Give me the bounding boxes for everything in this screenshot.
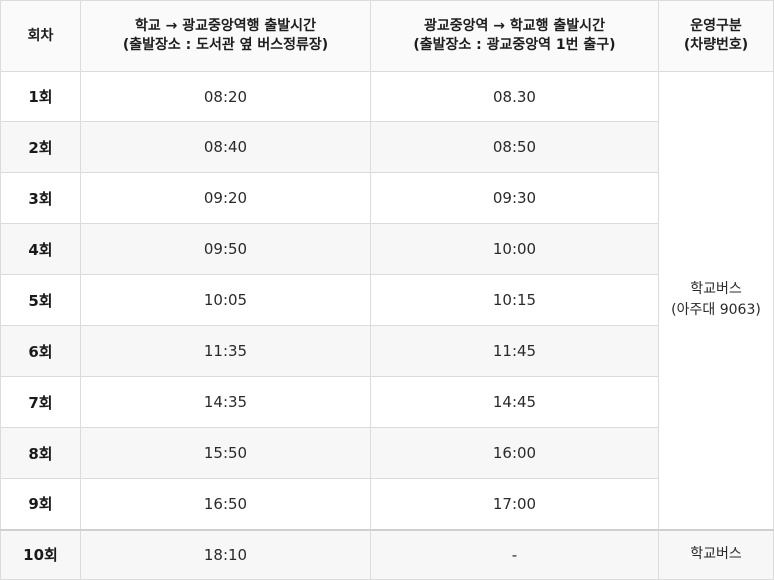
to-station-time-cell: 15:50 [80, 427, 371, 479]
table-row: 8회 15:50 16:00 [0, 427, 774, 479]
header-service-vehicle: (차량번호) [683, 37, 749, 53]
to-station-time-cell: 08:20 [80, 71, 371, 122]
to-station-time-cell: 09:20 [80, 172, 371, 224]
service-type: 학교버스 [690, 546, 742, 563]
header-service-title: 운영구분 [690, 18, 742, 34]
round-cell: 3회 [0, 172, 81, 224]
to-school-time-cell: 10:00 [370, 223, 659, 275]
to-school-time-cell: 09:30 [370, 172, 659, 224]
to-school-time-cell: 14:45 [370, 376, 659, 428]
to-school-time-cell: 17:00 [370, 478, 659, 530]
header-to-school-place: (출발장소 : 광교중앙역 1번 출구) [413, 37, 616, 53]
table-header-row: 회차 학교 → 광교중앙역행 출발시간 (출발장소 : 도서관 옆 버스정류장)… [0, 0, 774, 72]
to-station-time-cell: 11:35 [80, 325, 371, 377]
to-station-time-cell: 16:50 [80, 478, 371, 530]
to-station-time-cell: 09:50 [80, 223, 371, 275]
header-to-station: 학교 → 광교중앙역행 출발시간 (출발장소 : 도서관 옆 버스정류장) [80, 0, 371, 72]
header-to-school-title: 광교중앙역 → 학교행 출발시간 [424, 18, 605, 34]
header-round: 회차 [0, 0, 81, 72]
to-school-time-cell: 08:50 [370, 121, 659, 173]
service-group-cell: 학교버스 (아주대 9063) [658, 71, 774, 530]
header-to-station-title: 학교 → 광교중앙역행 출발시간 [135, 18, 316, 34]
header-service: 운영구분 (차량번호) [658, 0, 774, 72]
to-station-time-cell: 14:35 [80, 376, 371, 428]
table-row: 6회 11:35 11:45 [0, 325, 774, 377]
to-school-time-cell: 11:45 [370, 325, 659, 377]
round-cell: 10회 [0, 528, 81, 580]
table-row: 9회 16:50 17:00 [0, 478, 774, 530]
table-row: 4회 09:50 10:00 [0, 223, 774, 275]
to-school-time-cell: - [370, 528, 659, 580]
table-row: 1회 08:20 08.30 학교버스 (아주대 9063) [0, 71, 774, 530]
header-to-school: 광교중앙역 → 학교행 출발시간 (출발장소 : 광교중앙역 1번 출구) [370, 0, 659, 72]
round-cell: 6회 [0, 325, 81, 377]
header-to-station-place: (출발장소 : 도서관 옆 버스정류장) [122, 37, 329, 53]
table-row: 3회 09:20 09:30 [0, 172, 774, 224]
table-row: 5회 10:05 10:15 [0, 274, 774, 326]
service-group-cell: 학교버스 [658, 528, 774, 580]
round-cell: 1회 [0, 71, 81, 122]
to-station-time-cell: 10:05 [80, 274, 371, 326]
table-row: 7회 14:35 14:45 [0, 376, 774, 428]
table-row: 2회 08:40 08:50 [0, 121, 774, 173]
to-school-time-cell: 10:15 [370, 274, 659, 326]
to-school-time-cell: 16:00 [370, 427, 659, 479]
round-cell: 2회 [0, 121, 81, 173]
table-row: 10회 18:10 - 학교버스 [0, 528, 774, 580]
vehicle-number: (아주대 9063) [671, 302, 761, 319]
to-school-time-cell: 08.30 [370, 71, 659, 122]
round-cell: 7회 [0, 376, 81, 428]
to-station-time-cell: 08:40 [80, 121, 371, 173]
service-type: 학교버스 [690, 281, 742, 298]
round-cell: 8회 [0, 427, 81, 479]
to-station-time-cell: 18:10 [80, 528, 371, 580]
round-cell: 5회 [0, 274, 81, 326]
round-cell: 9회 [0, 478, 81, 530]
round-cell: 4회 [0, 223, 81, 275]
